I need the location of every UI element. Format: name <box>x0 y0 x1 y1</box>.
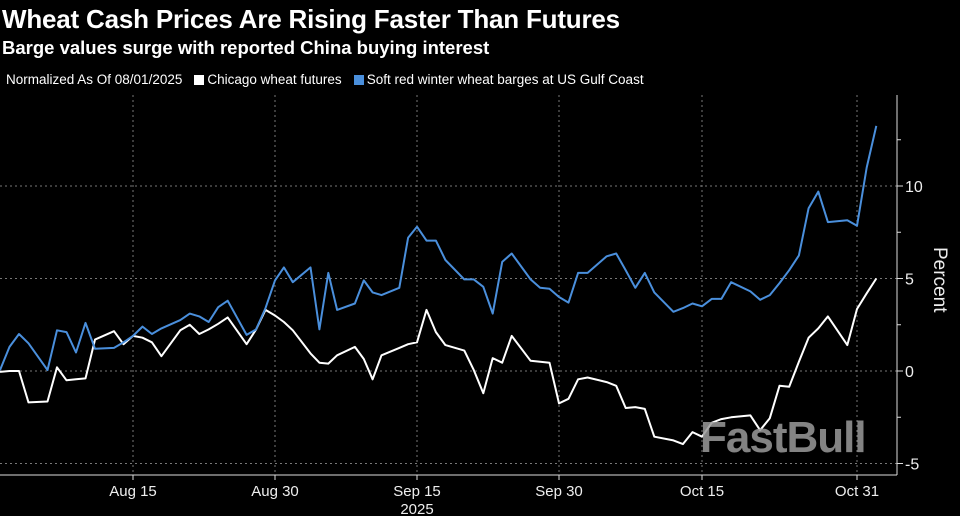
normalization-note: Normalized As Of 08/01/2025 <box>6 72 183 87</box>
x-tick-label: Oct 31 <box>835 483 879 500</box>
y-axis-label: Percent <box>929 247 950 313</box>
y-tick-label: -5 <box>905 457 919 474</box>
y-tick-label: 5 <box>905 272 914 289</box>
legend-swatch-barges <box>353 75 364 85</box>
legend-swatch-futures <box>194 75 205 85</box>
x-tick-label: Aug 15 <box>109 483 157 500</box>
chart-subtitle: Barge values surge with reported China b… <box>2 37 490 58</box>
series-line-chicago-wheat-futures <box>0 277 878 446</box>
legend-label-futures: Chicago wheat futures <box>207 72 342 87</box>
x-tick-label: Oct 15 <box>680 483 724 500</box>
series-line-gulf-coast-barges <box>0 125 878 372</box>
legend: Normalized As Of 08/01/2025 Chicago whea… <box>6 72 656 88</box>
y-tick-label: 10 <box>905 179 923 196</box>
x-tick-label: Sep 30 <box>535 483 583 500</box>
legend-label-barges: Soft red winter wheat barges at US Gulf … <box>366 72 644 87</box>
x-year-label: 2025 <box>400 501 433 516</box>
y-tick-label: 0 <box>905 364 914 381</box>
chart-title: Wheat Cash Prices Are Rising Faster Than… <box>2 4 620 34</box>
legend-item-barges: Soft red winter wheat barges at US Gulf … <box>353 72 644 88</box>
x-tick-label: Aug 30 <box>251 483 299 500</box>
watermark-logo: FastBull <box>700 413 867 462</box>
x-tick-label: Sep 15 <box>393 483 441 500</box>
legend-item-futures: Chicago wheat futures <box>194 72 342 88</box>
